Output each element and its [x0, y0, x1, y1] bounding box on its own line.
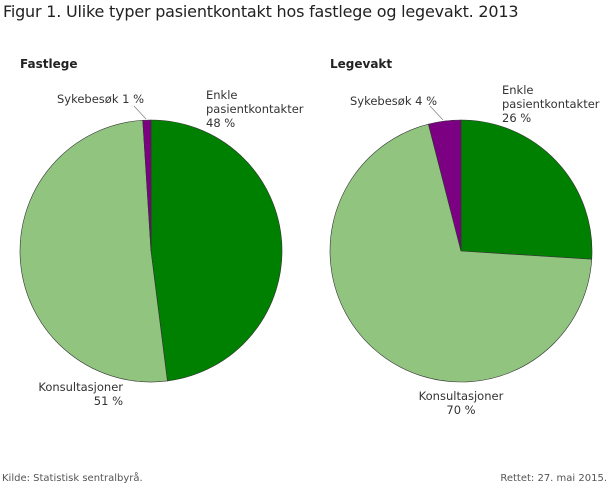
- chart-subtitle-fastlege: Fastlege: [20, 57, 78, 71]
- label-konsultasjoner-value: 70 %: [446, 403, 476, 417]
- label-enkle-line1: Enkle: [206, 88, 238, 102]
- leader-line-sykebesok-legevakt: [429, 105, 444, 121]
- slice-enkle-fastlege: [150, 119, 283, 382]
- source-note: Kilde: Statistisk sentralbyrå.: [2, 473, 143, 484]
- label-konsultasjoner-fastlege: Konsultasjoner 51 %: [29, 380, 123, 408]
- label-sykebesok-fastlege: Sykebesøk 1 %: [57, 92, 145, 106]
- label-konsultasjoner-value: 51 %: [93, 394, 123, 408]
- pie-fastlege: [19, 105, 283, 383]
- figure-title: Figur 1. Ulike typer pasientkontakt hos …: [3, 2, 519, 21]
- label-enkle-value: 48 %: [206, 116, 236, 130]
- label-konsultasjoner-legevakt: Konsultasjoner 70 %: [406, 389, 516, 417]
- label-enkle-line1: Enkle: [502, 83, 534, 97]
- label-enkle-line2: pasientkontakter: [206, 102, 304, 116]
- label-enkle-line2: pasientkontakter: [502, 97, 600, 111]
- slice-konsultasjoner-fastlege: [19, 119, 168, 383]
- label-konsultasjoner-name: Konsultasjoner: [418, 389, 504, 403]
- label-konsultasjoner-name: Konsultasjoner: [38, 380, 123, 394]
- slice-sykebesok-fastlege: [142, 119, 152, 252]
- label-enkle-legevakt: Enkle pasientkontakter 26 %: [502, 83, 600, 125]
- chart-subtitle-legevakt: Legevakt: [330, 57, 393, 71]
- slice-sykebesok-legevakt: [428, 119, 462, 252]
- slice-enkle-legevakt: [460, 119, 593, 260]
- label-enkle-value: 26 %: [502, 111, 532, 125]
- label-enkle-fastlege: Enkle pasientkontakter 48 %: [206, 88, 304, 130]
- label-sykebesok-legevakt: Sykebesøk 4 %: [350, 94, 438, 108]
- pie-legevakt: [329, 105, 593, 383]
- updated-note: Rettet: 27. mai 2015.: [500, 473, 607, 484]
- leader-line-sykebesok-fastlege: [133, 105, 147, 120]
- slice-konsultasjoner-legevakt: [329, 123, 593, 383]
